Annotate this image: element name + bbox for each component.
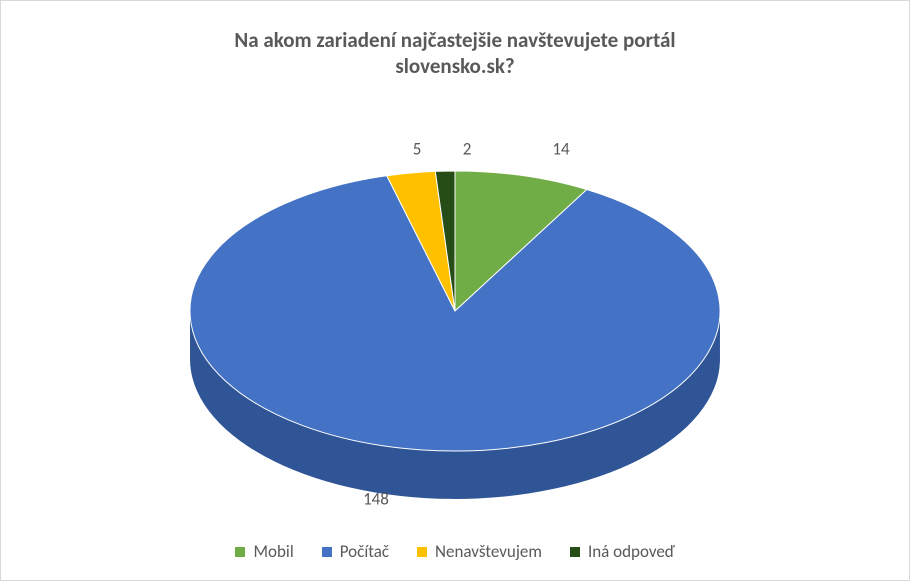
data-label: 2 (463, 139, 472, 160)
pie-chart (188, 169, 722, 501)
data-label: 148 (363, 489, 389, 510)
legend-swatch (417, 547, 427, 557)
legend-swatch (235, 547, 245, 557)
legend-item: Nenavštevujem (417, 541, 542, 562)
legend-item: Počítač (322, 541, 389, 562)
legend: Mobil Počítač Nenavštevujem Iná odpoveď (1, 541, 909, 562)
chart-frame: Na akom zariadení najčastejšie navštevuj… (0, 0, 910, 581)
chart-title: Na akom zariadení najčastejšie navštevuj… (1, 27, 909, 79)
legend-label: Počítač (340, 541, 389, 562)
legend-item: Iná odpoveď (570, 541, 675, 562)
legend-item: Mobil (235, 541, 293, 562)
legend-label: Mobil (253, 541, 293, 562)
legend-label: Iná odpoveď (588, 541, 675, 562)
legend-swatch (570, 547, 580, 557)
legend-label: Nenavštevujem (435, 541, 542, 562)
data-label: 5 (413, 139, 422, 160)
legend-swatch (322, 547, 332, 557)
data-label: 14 (552, 139, 569, 160)
pie-svg (188, 169, 722, 501)
